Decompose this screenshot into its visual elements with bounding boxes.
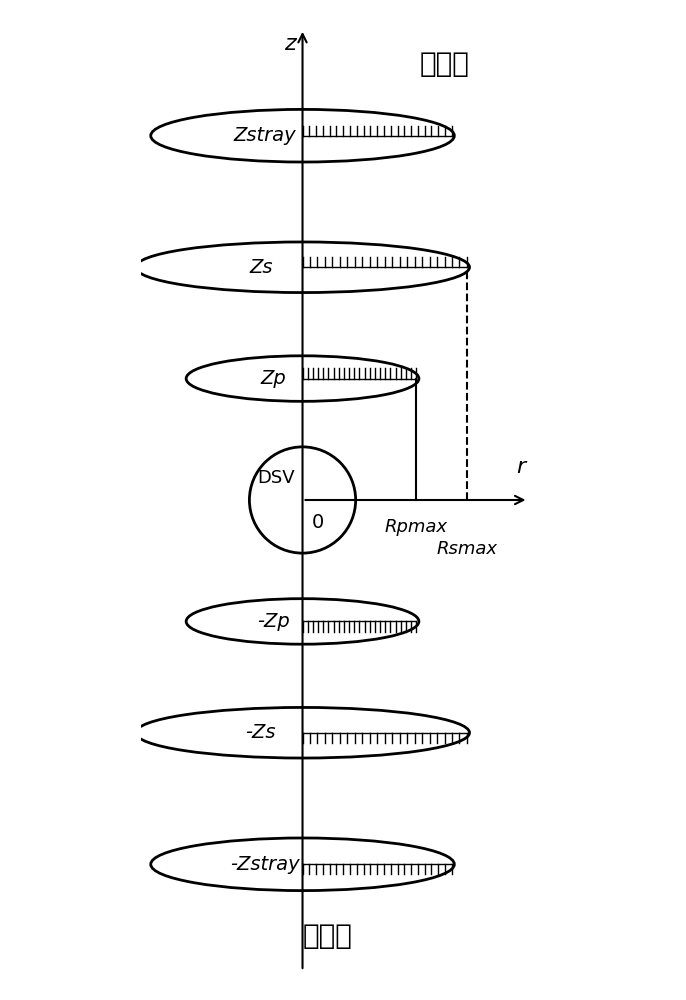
Text: r: r bbox=[517, 457, 525, 477]
Text: 屏蔽区: 屏蔽区 bbox=[303, 922, 353, 950]
Text: Zp: Zp bbox=[261, 369, 286, 388]
Text: z: z bbox=[284, 34, 296, 54]
Text: -Zs: -Zs bbox=[246, 723, 276, 742]
Text: Zstray: Zstray bbox=[233, 126, 296, 145]
Text: DSV: DSV bbox=[257, 469, 295, 487]
Text: Rsmax: Rsmax bbox=[436, 540, 497, 558]
Text: -Zp: -Zp bbox=[257, 612, 289, 631]
Text: Rpmax: Rpmax bbox=[385, 518, 448, 536]
Text: 0: 0 bbox=[311, 513, 324, 532]
Text: 屏蔽区: 屏蔽区 bbox=[419, 50, 469, 78]
Text: Zs: Zs bbox=[249, 258, 272, 277]
Text: -Zstray: -Zstray bbox=[230, 855, 299, 874]
